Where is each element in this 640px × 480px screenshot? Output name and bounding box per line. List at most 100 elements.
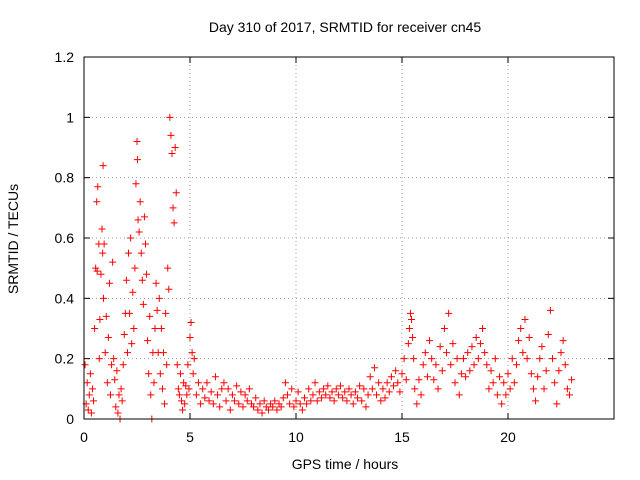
data-point [187, 318, 195, 326]
data-point [423, 373, 431, 381]
data-point [118, 397, 126, 405]
data-point [126, 309, 134, 317]
data-point [408, 315, 416, 323]
data-point [203, 379, 211, 387]
data-point [479, 325, 487, 332]
data-point [110, 355, 118, 363]
data-point [373, 391, 381, 399]
data-point [168, 150, 176, 158]
data-point [133, 156, 141, 164]
data-point [101, 349, 109, 357]
data-point [165, 285, 173, 293]
data-point [419, 361, 427, 369]
data-point [430, 376, 438, 384]
data-point [122, 276, 130, 284]
data-point [320, 385, 328, 393]
data-point [546, 306, 554, 314]
data-point [271, 397, 279, 405]
data-point [188, 349, 196, 357]
data-point [99, 162, 107, 170]
data-point [125, 249, 133, 257]
data-point [252, 394, 260, 402]
data-point [353, 394, 361, 402]
data-point [464, 349, 472, 357]
data-point [381, 394, 389, 402]
data-point [411, 385, 419, 393]
data-point [143, 270, 151, 278]
data-point [476, 340, 484, 348]
data-point [171, 144, 179, 151]
data-point [428, 355, 436, 363]
data-point [186, 334, 194, 342]
data-point [224, 385, 232, 393]
data-point [115, 391, 123, 399]
data-point [309, 391, 317, 399]
data-point [498, 400, 506, 408]
y-tick-label: 0.8 [55, 170, 75, 186]
data-point [502, 391, 510, 399]
data-point [153, 306, 161, 314]
x-tick-label: 15 [394, 429, 410, 445]
grid-lines [84, 57, 614, 419]
data-point [290, 403, 298, 411]
data-point [334, 391, 342, 399]
data-point [436, 343, 444, 351]
data-point [128, 340, 136, 348]
data-point [493, 391, 501, 399]
data-point [300, 394, 308, 402]
x-tick-label: 5 [186, 429, 194, 445]
data-point [296, 400, 304, 408]
data-point [434, 385, 442, 393]
data-point [83, 379, 91, 387]
data-point [104, 334, 112, 342]
data-point [102, 312, 110, 320]
data-point [130, 325, 138, 332]
data-point [113, 367, 121, 375]
data-point [189, 370, 197, 378]
data-point [555, 367, 563, 375]
data-point [510, 379, 518, 387]
data-point [443, 349, 451, 357]
data-point [525, 334, 533, 342]
data-point [307, 397, 315, 405]
data-point [485, 385, 493, 393]
data-point [211, 373, 219, 381]
data-point [410, 355, 418, 363]
data-point [553, 400, 561, 408]
data-point [152, 279, 160, 287]
data-point [209, 400, 217, 408]
data-point [226, 406, 234, 414]
data-point [356, 382, 364, 390]
data-point [317, 394, 325, 402]
data-point [81, 361, 89, 369]
data-point [93, 267, 101, 275]
data-point [409, 334, 417, 342]
data-point [207, 388, 215, 396]
y-tick-label: 0.4 [55, 290, 75, 306]
x-tick-label: 10 [288, 429, 304, 445]
data-point [387, 373, 395, 381]
data-point [97, 270, 105, 278]
data-point [379, 385, 387, 393]
data-point [542, 367, 550, 375]
data-point [98, 225, 106, 233]
data-point [294, 388, 302, 396]
data-point [119, 361, 127, 369]
data-point [114, 409, 122, 417]
data-point [133, 137, 141, 145]
data-point [447, 361, 455, 369]
data-point [134, 216, 142, 224]
data-point [362, 403, 370, 411]
data-point [394, 379, 402, 387]
data-point [288, 385, 296, 393]
data-point [162, 309, 170, 317]
data-point [549, 355, 557, 363]
data-point [385, 388, 393, 396]
data-point [529, 385, 537, 393]
data-point [146, 312, 154, 320]
data-point [86, 370, 94, 378]
data-point [279, 394, 287, 402]
data-point [455, 391, 463, 399]
data-point [250, 403, 258, 411]
